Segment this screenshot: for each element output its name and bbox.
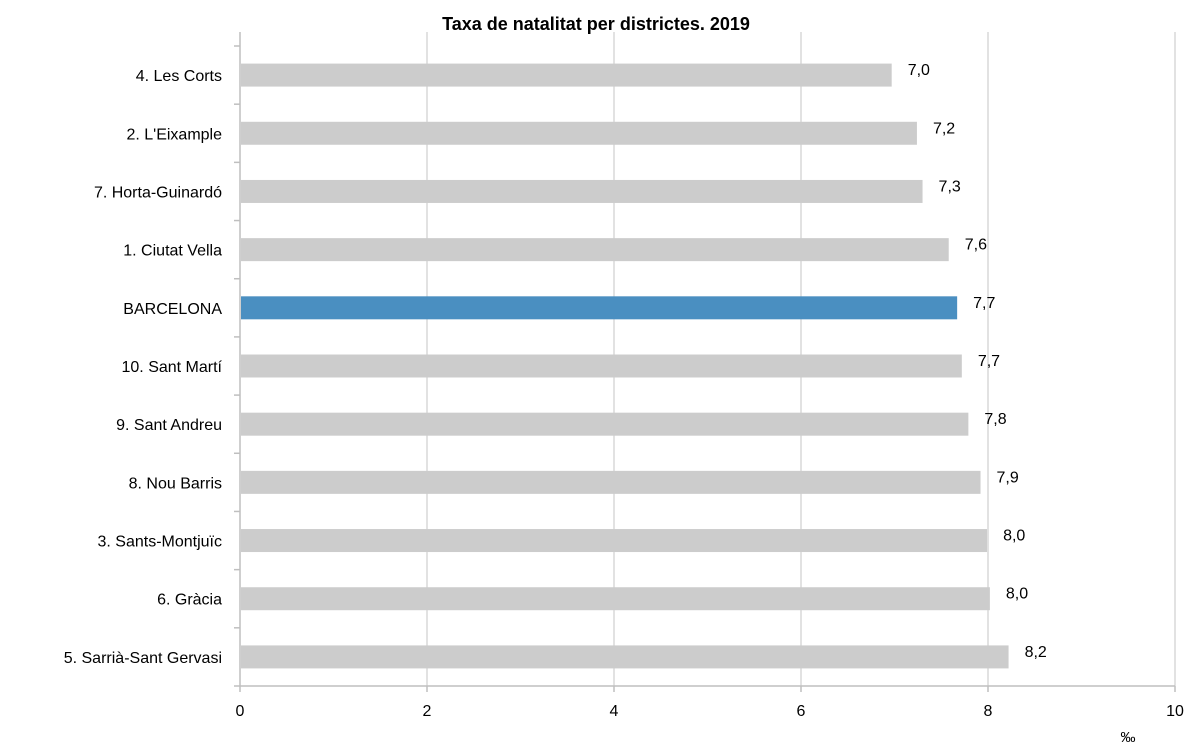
category-label: 10. Sant Martí	[122, 359, 223, 376]
bars	[241, 63, 1009, 669]
axes	[234, 32, 1176, 692]
bar	[241, 529, 988, 553]
data-label: 7,7	[973, 295, 995, 312]
bar	[241, 63, 892, 87]
bar	[241, 470, 981, 494]
category-label: 2. L'Eixample	[126, 126, 222, 143]
x-tick-label: 2	[423, 703, 432, 720]
x-tick-label: 0	[236, 703, 245, 720]
category-label: 3. Sants-Montjuïc	[98, 534, 223, 551]
category-label: 8. Nou Barris	[129, 475, 222, 492]
data-label: 7,3	[939, 178, 961, 195]
unit-label: ‰	[1121, 729, 1136, 746]
bar	[241, 296, 958, 320]
category-label: 5. Sarrià-Sant Gervasi	[64, 650, 222, 667]
data-label: 7,8	[984, 411, 1006, 428]
bar	[241, 121, 917, 145]
x-tick-label: 6	[797, 703, 806, 720]
data-label: 7,0	[908, 62, 930, 79]
category-label: 9. Sant Andreu	[116, 417, 222, 434]
data-label: 8,0	[1006, 586, 1028, 603]
data-label: 8,2	[1025, 644, 1047, 661]
bar	[241, 238, 949, 262]
data-label: 8,0	[1003, 528, 1025, 545]
labels: 0 2 4 6 8 10 4. Les Corts 7,0 2. L'Eixample 7,2 7.…	[64, 62, 1184, 720]
data-label: 7,2	[933, 120, 955, 137]
category-label: BARCELONA	[123, 301, 222, 318]
chart-title: Taxa de natalitat per districtes. 2019	[442, 14, 750, 34]
data-label: 7,9	[997, 469, 1019, 486]
x-tick-label: 10	[1166, 703, 1184, 720]
data-label: 7,7	[978, 353, 1000, 370]
bar	[241, 179, 923, 203]
bar	[241, 412, 969, 436]
data-label: 7,6	[965, 237, 987, 254]
bar	[241, 354, 962, 378]
category-label: 7. Horta-Guinardó	[94, 184, 222, 201]
category-label: 4. Les Corts	[136, 68, 222, 85]
bar	[241, 645, 1009, 669]
bar	[241, 587, 990, 611]
x-tick-label: 4	[610, 703, 619, 720]
category-label: 1. Ciutat Vella	[123, 243, 222, 260]
x-tick-label: 8	[984, 703, 993, 720]
category-label: 6. Gràcia	[157, 592, 222, 609]
